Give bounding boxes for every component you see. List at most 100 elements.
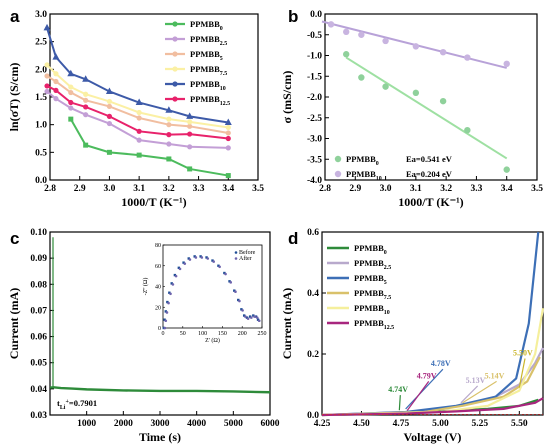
inset-point-after xyxy=(238,299,241,303)
panel-b-xtick-label: 3.2 xyxy=(440,184,452,194)
panel-c-xlabel: Time (s) xyxy=(139,430,181,444)
panel-a-point xyxy=(187,119,193,125)
panel-a-xtick-label: 3.0 xyxy=(103,184,115,194)
panel-a-legend-label: PPMBB10 xyxy=(190,79,226,92)
panel-a-point xyxy=(225,145,231,151)
panel-d-legend-label: PPMBB5 xyxy=(354,273,387,286)
panel-d-onset-label: 4.74V xyxy=(388,385,408,394)
panel-d-onset-label: 5.13V xyxy=(466,376,486,385)
panel-b-ytick-label: -2.0 xyxy=(307,93,322,103)
panel-d-xtick-label: 5.25 xyxy=(472,419,489,429)
inset-point-after xyxy=(178,267,182,271)
panel-a-point xyxy=(44,83,50,89)
panel-b-point xyxy=(464,127,471,134)
panel-a-point xyxy=(186,112,194,119)
panel-a-point xyxy=(83,97,89,103)
panel-c-ytick-label: 0.08 xyxy=(30,280,47,290)
inset-xtick-label: 200 xyxy=(238,331,247,337)
panel-a-point xyxy=(83,142,89,148)
panel-a-point xyxy=(44,73,50,79)
panel-d-xtick-label: 4.75 xyxy=(393,419,410,429)
panel-c-ytick-label: 0.03 xyxy=(30,411,47,421)
panel-a-point xyxy=(106,113,113,119)
panel-b-xtick-label: 3.1 xyxy=(410,184,422,194)
panel-a-legend-label: PPMBB2.5 xyxy=(190,34,227,47)
panel-a-point xyxy=(225,124,231,131)
panel-a-point xyxy=(67,69,75,77)
panel-b-point xyxy=(464,54,471,61)
panel-b-point xyxy=(503,60,510,67)
panel-a-point xyxy=(136,115,142,121)
panel-a-point xyxy=(135,98,143,106)
panel-a-point xyxy=(83,91,89,97)
panel-b-ytick-label: -3.0 xyxy=(307,135,322,145)
panel-c-ytick-label: 0.09 xyxy=(30,254,47,264)
inset-ytick-label: 80 xyxy=(155,243,161,249)
panel-b-legend-label: PPMBB0 xyxy=(346,154,379,167)
panel-a-point xyxy=(68,105,74,111)
panel-a-point xyxy=(68,99,74,106)
panel-d-ylabel: Current (mA) xyxy=(280,288,294,359)
panel-a-ytick-label: 0.0 xyxy=(35,176,47,186)
inset-point-before xyxy=(217,264,220,267)
panel-a-point xyxy=(136,109,142,116)
panel-a-legend-marker xyxy=(172,96,178,102)
panel-a-point xyxy=(136,152,142,158)
panel-a-point xyxy=(43,23,51,31)
inset-point-before xyxy=(164,310,167,313)
inset-point-after xyxy=(165,311,169,314)
panel-b-point xyxy=(343,51,350,58)
panel-a-ytick-label: 3.0 xyxy=(35,10,47,20)
panel-a-legend-label: PPMBB0 xyxy=(190,19,223,32)
panel-a-point xyxy=(187,123,193,129)
inset-point-after xyxy=(194,256,198,259)
inset-xtick-label: 250 xyxy=(258,331,267,337)
panel-c-ytick-label: 0.10 xyxy=(30,228,47,238)
inset-ytick-label: 0 xyxy=(158,326,161,332)
panel-b-legend-annotation: Ea=0.204 eV xyxy=(406,169,453,179)
panel-a-point xyxy=(53,71,59,77)
panel-a-point xyxy=(68,84,74,90)
inset-point-after xyxy=(224,272,227,276)
panel-a-point xyxy=(52,53,60,60)
panel-a-legend-label: PPMBB5 xyxy=(190,49,223,62)
panel-a-legend-marker xyxy=(172,36,178,42)
panel-c-letter: c xyxy=(10,229,19,248)
inset-legend-label: After xyxy=(239,255,252,262)
inset-ytick-label: 60 xyxy=(155,264,161,270)
inset-xlabel: Z' (Ω) xyxy=(205,337,220,344)
panel-a-point xyxy=(53,87,59,93)
inset-xtick-label: 150 xyxy=(218,331,227,337)
panel-a-point xyxy=(225,173,231,179)
panel-c-ytick-label: 0.06 xyxy=(30,333,47,343)
panel-c-ylabel: Current (mA) xyxy=(7,288,21,359)
panel-d-series-line xyxy=(321,397,544,417)
panel-b-xtick-label: 3.3 xyxy=(470,184,482,194)
inset-point-before xyxy=(233,289,236,292)
panel-c-xtick-label: 5000 xyxy=(224,419,243,429)
panel-a-point xyxy=(187,144,193,150)
panel-a-point xyxy=(166,141,172,147)
panel-a-point xyxy=(136,128,142,134)
panel-b-xtick-label: 3.0 xyxy=(380,184,392,194)
panel-d-onset-arrow xyxy=(405,368,444,410)
panel-b-xlabel: 1000/T (K⁻¹) xyxy=(398,195,463,209)
panel-a-point xyxy=(83,112,89,118)
panel-d-xtick-label: 4.25 xyxy=(314,419,331,429)
inset-point-before xyxy=(254,315,258,318)
panel-d-onset-arrow xyxy=(406,381,430,411)
panel-d-ytick-label: 0.0 xyxy=(307,411,319,421)
panel-d-xtick-label: 5.50 xyxy=(511,419,528,429)
panel-d-xlabel: Voltage (V) xyxy=(404,430,462,444)
panel-a-point xyxy=(187,166,193,172)
panel-a-point xyxy=(106,120,113,127)
panel-b-legend-marker xyxy=(334,155,342,163)
panel-a-point xyxy=(136,137,142,143)
inset-point-after xyxy=(257,319,261,323)
panel-a-xtick-label: 2.9 xyxy=(74,184,86,194)
panel-b-letter: b xyxy=(288,7,298,26)
panel-a-point xyxy=(225,130,231,136)
panel-b-point xyxy=(343,28,350,36)
panel-d-onset-label: 4.79V xyxy=(417,371,437,380)
